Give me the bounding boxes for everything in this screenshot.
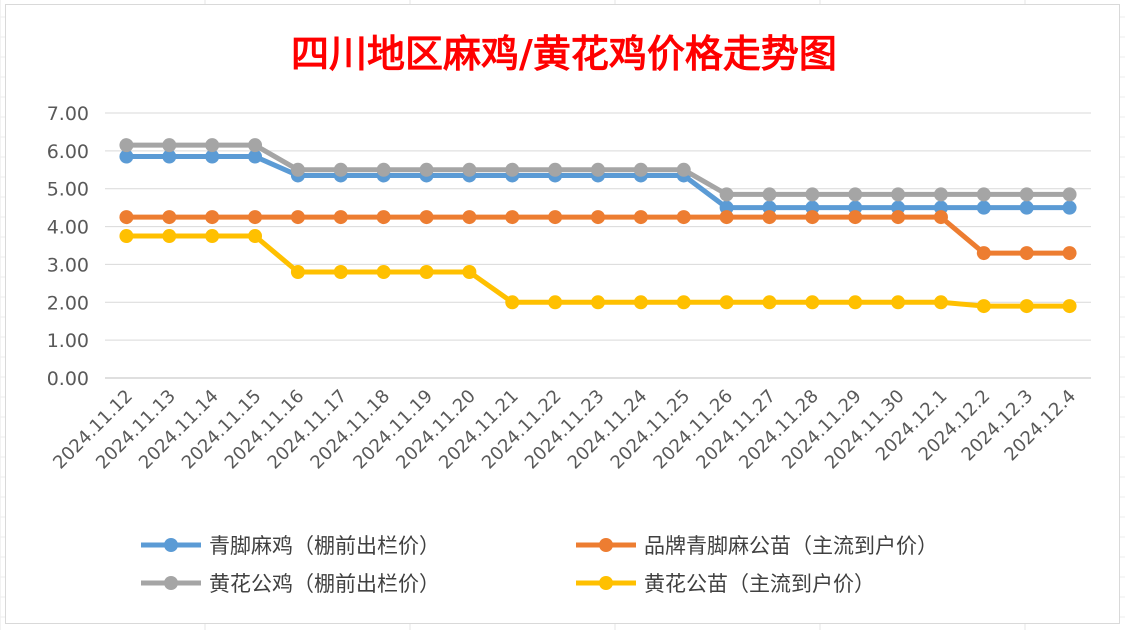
data-point bbox=[591, 295, 605, 310]
line-chart: 四川地区麻鸡/黄花鸡价格走势图 0.00 1.00 2.00 3.00 4.00 5.00… bbox=[47, 31, 1091, 596]
data-point bbox=[848, 295, 863, 310]
data-point bbox=[205, 149, 220, 164]
legend-label: 青脚麻鸡（棚前出栏价） bbox=[209, 534, 440, 558]
data-point bbox=[119, 229, 134, 244]
y-tick-label: 7.00 bbox=[47, 103, 89, 125]
data-point bbox=[1019, 187, 1034, 202]
data-point bbox=[805, 210, 820, 225]
data-point bbox=[205, 229, 220, 244]
legend-swatch-marker bbox=[599, 576, 613, 590]
legend-label: 品牌青脚麻公苗（主流到户价） bbox=[644, 534, 938, 558]
data-point bbox=[419, 265, 434, 279]
data-point bbox=[1062, 246, 1077, 261]
data-point bbox=[848, 210, 863, 225]
data-point bbox=[162, 149, 177, 164]
data-point bbox=[933, 187, 948, 202]
legend-swatch-marker bbox=[599, 538, 613, 552]
data-point bbox=[205, 210, 220, 225]
data-point bbox=[248, 210, 263, 225]
data-point bbox=[719, 187, 734, 202]
data-point bbox=[419, 162, 434, 177]
y-tick-label: 1.00 bbox=[47, 330, 89, 352]
y-tick-label: 3.00 bbox=[47, 254, 89, 276]
data-point bbox=[891, 210, 906, 225]
data-point bbox=[462, 162, 477, 177]
data-point bbox=[633, 295, 648, 310]
data-point bbox=[162, 229, 177, 244]
legend: 青脚麻鸡（棚前出栏价） 品牌青脚麻公苗（主流到户价） 黄花公鸡（棚前出栏价） 黄花公苗… bbox=[141, 534, 938, 596]
data-point bbox=[805, 187, 820, 202]
data-point bbox=[891, 187, 906, 202]
data-point bbox=[248, 229, 263, 244]
data-point bbox=[1019, 246, 1034, 261]
data-point bbox=[633, 162, 648, 177]
legend-swatch-marker bbox=[164, 576, 178, 590]
data-point bbox=[548, 210, 563, 225]
y-tick-label: 5.00 bbox=[47, 179, 89, 201]
data-point bbox=[248, 138, 263, 153]
series-lines bbox=[119, 138, 1077, 314]
data-point bbox=[676, 295, 691, 310]
y-axis-ticks: 0.00 1.00 2.00 3.00 4.00 5.00 6.00 7.00 bbox=[47, 103, 89, 390]
data-point bbox=[119, 210, 134, 225]
data-point bbox=[290, 265, 305, 279]
data-point bbox=[248, 149, 263, 164]
data-point bbox=[1062, 187, 1077, 202]
data-point bbox=[762, 210, 777, 225]
data-point bbox=[376, 210, 391, 225]
data-point bbox=[1019, 200, 1034, 215]
data-point bbox=[976, 246, 991, 261]
x-axis-ticks: 2024.11.122024.11.132024.11.142024.11.15… bbox=[49, 386, 1080, 474]
data-point bbox=[462, 265, 477, 279]
data-point bbox=[1062, 200, 1077, 215]
data-point bbox=[419, 210, 434, 225]
data-point bbox=[505, 295, 520, 310]
data-point bbox=[119, 149, 134, 164]
y-tick-label: 2.00 bbox=[47, 292, 89, 314]
y-tick-label: 0.00 bbox=[47, 368, 89, 390]
data-point bbox=[676, 162, 691, 177]
data-point bbox=[848, 187, 863, 202]
data-point bbox=[290, 210, 305, 225]
data-point bbox=[376, 162, 391, 177]
data-point bbox=[333, 162, 348, 177]
data-point bbox=[976, 299, 991, 314]
chart-title: 四川地区麻鸡/黄花鸡价格走势图 bbox=[291, 31, 837, 76]
data-point bbox=[119, 138, 134, 153]
data-point bbox=[591, 210, 605, 225]
data-point bbox=[762, 295, 777, 310]
y-tick-label: 6.00 bbox=[47, 141, 89, 163]
data-point bbox=[976, 200, 991, 215]
legend-label: 黄花公鸡（棚前出栏价） bbox=[209, 572, 440, 596]
data-point bbox=[376, 265, 391, 279]
data-point bbox=[633, 210, 648, 225]
data-point bbox=[162, 138, 177, 153]
data-point bbox=[505, 210, 520, 225]
data-point bbox=[933, 210, 948, 225]
y-tick-label: 4.00 bbox=[47, 217, 89, 239]
data-point bbox=[676, 210, 691, 225]
chart-area[interactable]: 四川地区麻鸡/黄花鸡价格走势图 0.00 1.00 2.00 3.00 4.00 5.00… bbox=[5, 4, 1120, 624]
legend-swatch-marker bbox=[164, 538, 178, 552]
data-point bbox=[333, 210, 348, 225]
data-point bbox=[591, 162, 605, 177]
data-point bbox=[1019, 299, 1034, 314]
legend-label: 黄花公苗（主流到户价） bbox=[644, 572, 875, 596]
data-point bbox=[719, 295, 734, 310]
data-point bbox=[462, 210, 477, 225]
data-point bbox=[976, 187, 991, 202]
data-point bbox=[162, 210, 177, 225]
data-point bbox=[805, 295, 820, 310]
data-point bbox=[933, 295, 948, 310]
data-point bbox=[290, 162, 305, 177]
data-point bbox=[548, 162, 563, 177]
data-point bbox=[719, 210, 734, 225]
data-point bbox=[333, 265, 348, 279]
data-point bbox=[505, 162, 520, 177]
data-point bbox=[891, 295, 906, 310]
data-point bbox=[762, 187, 777, 202]
data-point bbox=[205, 138, 220, 153]
data-point bbox=[1062, 299, 1077, 314]
data-point bbox=[548, 295, 563, 310]
